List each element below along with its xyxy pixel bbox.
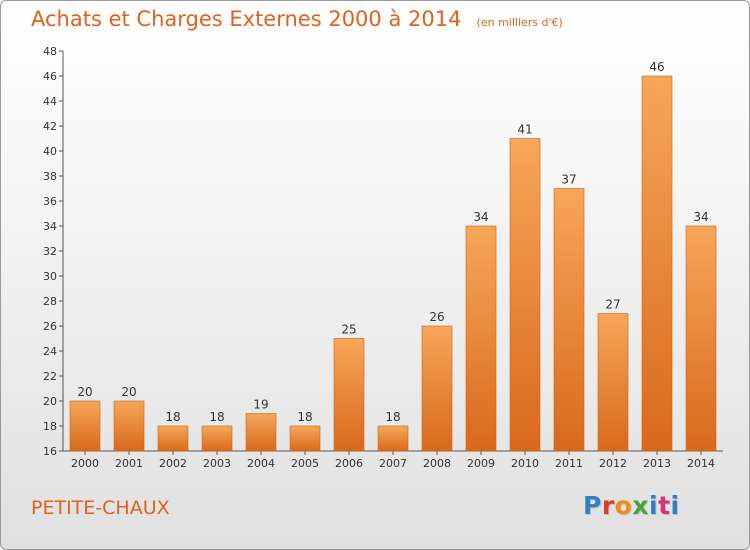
y-tick-label: 38 <box>43 170 57 183</box>
value-label: 46 <box>649 60 664 74</box>
brand-letter: i <box>649 491 659 520</box>
y-tick-label: 20 <box>43 395 57 408</box>
x-tick-label: 2006 <box>335 457 363 470</box>
bar <box>245 413 277 452</box>
x-tick-labels: 2000 2001 2002 2003 2004 2005 2006 2007 2008 2009… <box>71 457 715 470</box>
y-tick-label: 28 <box>43 295 57 308</box>
brand-letter: P <box>583 491 602 520</box>
bar <box>377 425 409 452</box>
x-tick-label: 2011 <box>555 457 583 470</box>
value-label: 18 <box>165 410 180 424</box>
bar <box>553 188 585 452</box>
y-tick-label: 22 <box>43 370 57 383</box>
bar <box>597 313 629 452</box>
x-tick-label: 2001 <box>115 457 143 470</box>
y-tick-label: 16 <box>43 445 57 458</box>
bar <box>641 75 673 452</box>
bar <box>509 138 541 452</box>
bar <box>157 425 189 452</box>
y-tick-label: 40 <box>43 145 57 158</box>
y-tick-label: 26 <box>43 320 57 333</box>
y-tick-label: 24 <box>43 345 57 358</box>
x-tick-label: 2007 <box>379 457 407 470</box>
bar <box>69 400 101 452</box>
value-label: 19 <box>253 398 268 412</box>
x-tick-label: 2002 <box>159 457 187 470</box>
bar <box>289 425 321 452</box>
value-label: 18 <box>209 410 224 424</box>
y-tick-label: 48 <box>43 45 57 58</box>
value-label: 18 <box>297 410 312 424</box>
y-tick-label: 44 <box>43 95 57 108</box>
chart-unit: (en milliers d'€) <box>476 16 563 29</box>
bar <box>333 338 365 452</box>
x-tick-label: 2004 <box>247 457 275 470</box>
x-tick-label: 2003 <box>203 457 231 470</box>
x-tick-label: 2010 <box>511 457 539 470</box>
x-tick-label: 2014 <box>687 457 715 470</box>
value-label: 34 <box>473 210 488 224</box>
value-labels: 20 20 18 18 19 18 25 18 26 34 41 37 27 46 34 <box>77 60 708 424</box>
brand-letter: x <box>632 491 649 520</box>
x-tick-label: 2005 <box>291 457 319 470</box>
x-tick-label: 2009 <box>467 457 495 470</box>
x-tick-label: 2012 <box>599 457 627 470</box>
value-label: 26 <box>429 310 444 324</box>
bar <box>421 325 453 452</box>
y-tick-labels: 16 18 20 22 24 26 28 30 32 34 36 38 40 42 44 46 48 <box>43 45 57 458</box>
y-tick-label: 46 <box>43 70 57 83</box>
title-row: Achats et Charges Externes 2000 à 2014 (… <box>31 7 563 31</box>
brand-letter: t <box>658 491 671 520</box>
value-label: 18 <box>385 410 400 424</box>
place-name: PETITE-CHAUX <box>31 497 170 519</box>
brand-letter: i <box>670 491 680 520</box>
value-label: 25 <box>341 323 356 337</box>
x-tick-label: 2008 <box>423 457 451 470</box>
value-label: 27 <box>605 298 620 312</box>
chart-title: Achats et Charges Externes 2000 à 2014 <box>31 7 462 31</box>
y-tick-label: 42 <box>43 120 57 133</box>
y-tick-label: 36 <box>43 195 57 208</box>
value-label: 34 <box>693 210 708 224</box>
value-label: 20 <box>121 385 136 399</box>
y-tick-label: 30 <box>43 270 57 283</box>
brand-letter: r <box>601 491 615 520</box>
x-tick-label: 2013 <box>643 457 671 470</box>
bar <box>201 425 233 452</box>
value-label: 41 <box>517 123 532 137</box>
bar <box>465 225 497 452</box>
x-tick-label: 2000 <box>71 457 99 470</box>
value-label: 20 <box>77 385 92 399</box>
y-tick-label: 18 <box>43 420 57 433</box>
bars <box>69 75 717 452</box>
y-tick-label: 34 <box>43 220 57 233</box>
bar <box>113 400 145 452</box>
bar <box>685 225 717 452</box>
brand-letter: o <box>614 491 633 520</box>
value-label: 37 <box>561 173 576 187</box>
y-tick-label: 32 <box>43 245 57 258</box>
brand-logo: Proxiti <box>583 491 680 520</box>
